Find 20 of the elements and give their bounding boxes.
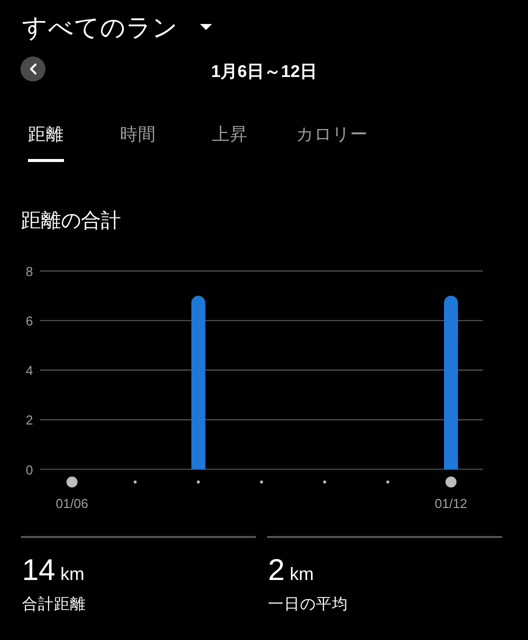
tab-label: カロリー (296, 124, 368, 144)
summary-label: 合計距離 (22, 596, 86, 613)
tab-label: 時間 (120, 124, 156, 144)
summary-unit: km (60, 564, 84, 584)
y-tick-label: 6 (26, 313, 33, 328)
y-tick-label: 2 (26, 412, 33, 428)
tab-label: 距離 (28, 124, 64, 144)
summary-value: 2 (268, 554, 285, 587)
y-tick-label: 8 (26, 264, 33, 278)
summary-label: 一日の平均 (268, 596, 348, 613)
page-title: すべてのラン (22, 14, 178, 42)
y-tick-label: 0 (26, 462, 33, 477)
chart-title: 距離の合計 (21, 210, 121, 232)
summary-unit: km (290, 564, 314, 584)
x-tick-label: 01/06 (56, 496, 88, 511)
date-range-label: 1月6日～12日 (211, 62, 317, 81)
y-tick-label: 4 (26, 362, 33, 378)
x-tick-label: 01/12 (434, 496, 468, 511)
tab-label: 上昇 (212, 124, 248, 144)
summary-value: 14 (22, 554, 56, 587)
